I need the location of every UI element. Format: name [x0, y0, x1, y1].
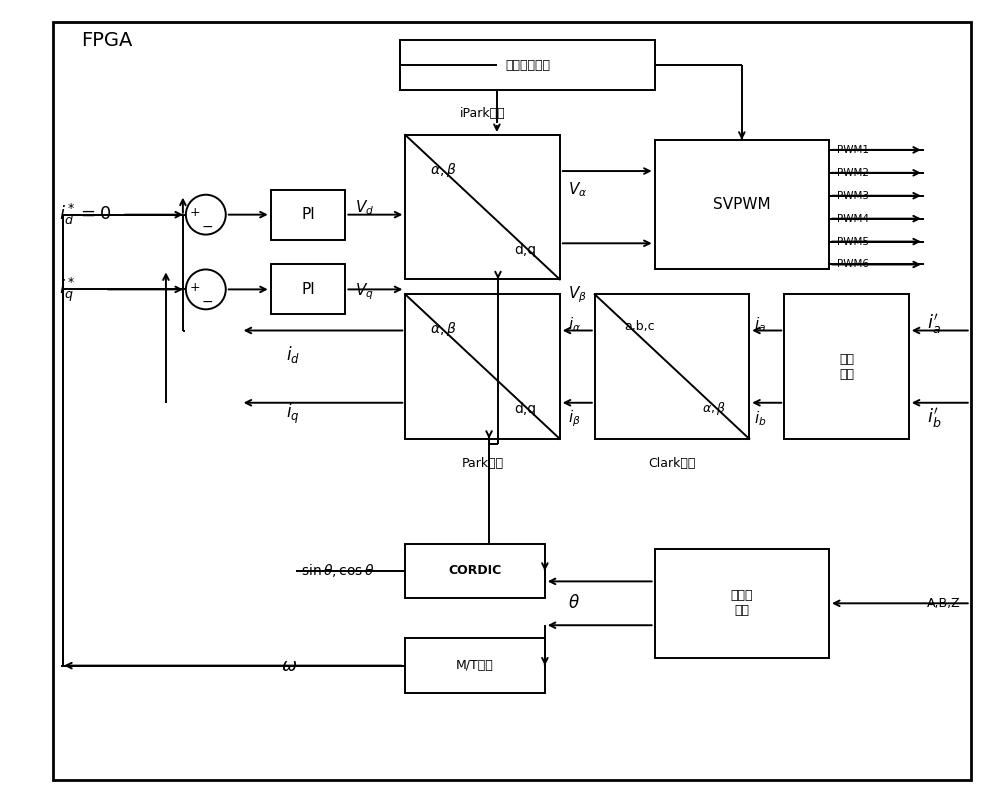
Bar [271, 190, 345, 239]
Bar [405, 294, 560, 438]
Text: FPGA: FPGA [81, 31, 133, 50]
Text: Clark变换: Clark变换 [648, 457, 696, 470]
Bar [405, 544, 545, 599]
Text: PWM2: PWM2 [837, 167, 869, 178]
Text: $i_d^*=0$: $i_d^*=0$ [59, 202, 111, 227]
Text: $i_q$: $i_q$ [286, 402, 299, 426]
Text: PI: PI [301, 207, 315, 222]
Text: CORDIC: CORDIC [448, 565, 502, 578]
Bar [595, 294, 749, 438]
Text: $V_q$: $V_q$ [355, 281, 374, 302]
Text: $i_d$: $i_d$ [286, 344, 300, 365]
Text: 时序控制模块: 时序控制模块 [505, 59, 550, 72]
Text: $\omega$: $\omega$ [281, 657, 297, 675]
Bar [271, 265, 345, 315]
Text: $V_\beta$: $V_\beta$ [568, 284, 587, 305]
Text: A,B,Z: A,B,Z [927, 597, 960, 610]
Bar [655, 549, 829, 659]
Text: d,q: d,q [514, 243, 536, 256]
Bar [784, 294, 909, 438]
Text: Park变换: Park变换 [461, 457, 504, 470]
Text: PWM1: PWM1 [837, 145, 869, 155]
Circle shape [186, 269, 226, 309]
Text: PWM3: PWM3 [837, 191, 869, 201]
Text: iPark变换: iPark变换 [460, 107, 505, 120]
Text: $V_\alpha$: $V_\alpha$ [568, 180, 587, 199]
Bar [400, 40, 655, 90]
Text: $\sin\theta,\cos\theta$: $\sin\theta,\cos\theta$ [301, 562, 374, 579]
Text: $i_b$: $i_b$ [754, 409, 767, 428]
Text: d,q: d,q [514, 402, 536, 416]
Text: +: + [190, 206, 200, 219]
Text: $V_d$: $V_d$ [355, 198, 375, 217]
Text: $\theta$: $\theta$ [568, 595, 580, 612]
Bar [655, 140, 829, 269]
Text: a,b,c: a,b,c [624, 320, 655, 332]
Text: +: + [190, 281, 200, 294]
Text: $\alpha,\beta$: $\alpha,\beta$ [430, 161, 456, 179]
Text: 电流
采样: 电流 采样 [839, 353, 854, 380]
Text: PWM4: PWM4 [837, 214, 869, 223]
Text: M/T测速: M/T测速 [456, 659, 494, 672]
Text: PWM6: PWM6 [837, 260, 869, 269]
Text: $\alpha,\beta$: $\alpha,\beta$ [430, 320, 456, 338]
Text: 四倍频
模块: 四倍频 模块 [731, 589, 753, 617]
Circle shape [186, 195, 226, 235]
Text: −: − [202, 294, 214, 308]
Text: SVPWM: SVPWM [713, 197, 771, 212]
Text: $i_b'$: $i_b'$ [927, 407, 941, 431]
Bar [405, 135, 560, 279]
Text: $\alpha,\beta$: $\alpha,\beta$ [702, 400, 727, 417]
Text: −: − [202, 219, 214, 234]
Text: $i_a$: $i_a$ [754, 315, 766, 333]
Text: $i_\alpha$: $i_\alpha$ [568, 315, 581, 333]
Text: PI: PI [301, 282, 315, 297]
Bar [405, 638, 545, 693]
Text: $i_a'$: $i_a'$ [927, 312, 941, 337]
Text: PWM5: PWM5 [837, 236, 869, 247]
Text: $i_\beta$: $i_\beta$ [568, 409, 581, 430]
Text: $i_q^*$: $i_q^*$ [59, 275, 76, 303]
